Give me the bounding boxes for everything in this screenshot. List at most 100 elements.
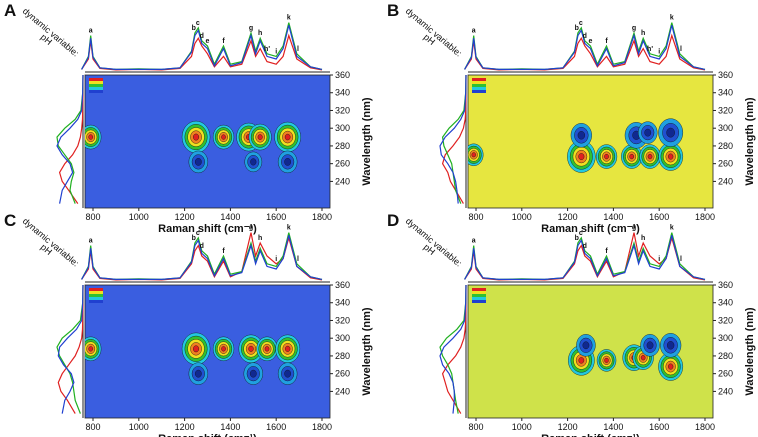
contour-blob (647, 153, 653, 160)
y-tick-label: 280 (335, 351, 350, 361)
y-tick-label: 340 (718, 88, 733, 98)
contour-blob (582, 341, 590, 350)
x-tick-label: 1800 (312, 212, 332, 222)
color-key (472, 297, 486, 300)
peak-label: a (472, 238, 476, 245)
y-tick-label: 260 (335, 159, 350, 169)
raman-spectrum (81, 235, 323, 280)
peak-label: g (249, 225, 253, 232)
side-label: dynamic variable: (21, 216, 81, 269)
y-tick-label: 360 (718, 280, 733, 290)
color-key (89, 300, 103, 303)
contour-blob (604, 357, 609, 363)
x-tick-label: 1800 (695, 212, 715, 222)
contour-blob (644, 128, 652, 137)
contour-blob (471, 152, 476, 158)
uv-spectrum (441, 75, 467, 204)
x-tick-label: 1800 (312, 422, 332, 432)
contour-blob (640, 355, 646, 361)
peak-label: a (89, 238, 93, 245)
peak-label: e (589, 38, 593, 45)
contour-blob (578, 153, 585, 160)
x-tick-label: 1600 (266, 212, 286, 222)
contour-blob (604, 153, 609, 160)
peak-label: g (249, 25, 253, 32)
color-key (472, 90, 486, 93)
x-tick-label: 1000 (512, 422, 532, 432)
x-tick-label: 1800 (695, 422, 715, 432)
color-key (89, 81, 103, 84)
y-axis-label: Wavelength (nm) (361, 307, 373, 396)
uv-spectrum (441, 74, 467, 204)
x-tick-label: 1600 (649, 212, 669, 222)
contour-blob (193, 345, 200, 353)
uv-spectrum (441, 285, 467, 414)
contour-blob (249, 369, 257, 378)
uv-spectrum (56, 74, 84, 204)
map-features (85, 120, 301, 174)
y-tick-label: 360 (335, 70, 350, 80)
uv-spectrum (58, 75, 84, 204)
x-tick-label: 1400 (603, 212, 623, 222)
peak-label: k (287, 15, 291, 22)
x-axis-label: Raman shift (cm⁻¹) (541, 433, 640, 437)
peak-label: b (575, 25, 579, 32)
uv-spectrum (439, 74, 467, 204)
peak-label: g (632, 25, 636, 32)
peak-label: d (583, 33, 587, 40)
peak-label: f (605, 248, 608, 255)
y-tick-label: 280 (718, 141, 733, 151)
peak-label: i (275, 256, 277, 263)
panel-label: A (4, 1, 16, 20)
peak-label: h (641, 30, 645, 37)
y-tick-label: 340 (718, 298, 733, 308)
peak-label: i (275, 48, 277, 55)
peak-label: f (605, 38, 608, 45)
contour-blob (264, 346, 270, 352)
x-axis-label: Raman shift (cm⁻¹) (158, 223, 257, 235)
color-key (89, 87, 103, 90)
contour-blob (284, 369, 292, 378)
y-tick-label: 320 (335, 105, 350, 115)
peak-label: b (192, 25, 196, 32)
raman-spectrum (81, 232, 323, 281)
contour-blob (250, 158, 257, 166)
uv-spectrum (439, 284, 467, 414)
raman-spectrum (464, 235, 706, 280)
color-key (472, 300, 486, 303)
contour-blob (194, 158, 202, 166)
x-tick-label: 1200 (175, 422, 195, 432)
x-tick-label: 800 (85, 422, 100, 432)
x-tick-label: 800 (85, 212, 100, 222)
color-key (472, 78, 486, 81)
y-tick-label: 260 (718, 159, 733, 169)
side-label: dynamic variable: (404, 6, 464, 59)
x-tick-label: 1000 (512, 212, 532, 222)
x-tick-label: 1200 (175, 212, 195, 222)
peak-label: g (632, 225, 636, 232)
y-tick-label: 300 (335, 123, 350, 133)
x-tick-label: 1600 (266, 422, 286, 432)
contour-blob (668, 363, 674, 370)
peak-label: d (200, 33, 204, 40)
y-tick-label: 360 (718, 70, 733, 80)
peak-label: a (472, 28, 476, 35)
uv-spectrum (439, 284, 467, 414)
y-tick-label: 320 (335, 315, 350, 325)
y-tick-label: 320 (718, 315, 733, 325)
peak-label: i (658, 256, 660, 263)
y-tick-label: 300 (335, 333, 350, 343)
contour-blob (88, 346, 94, 352)
contour-blob (629, 153, 634, 160)
contour-blob (578, 357, 585, 364)
y-tick-label: 260 (335, 369, 350, 379)
contour-blob (88, 134, 94, 140)
x-tick-label: 1600 (649, 422, 669, 432)
y-axis-label: Wavelength (nm) (361, 97, 373, 186)
uv-spectrum (56, 74, 84, 204)
color-key (89, 297, 103, 300)
